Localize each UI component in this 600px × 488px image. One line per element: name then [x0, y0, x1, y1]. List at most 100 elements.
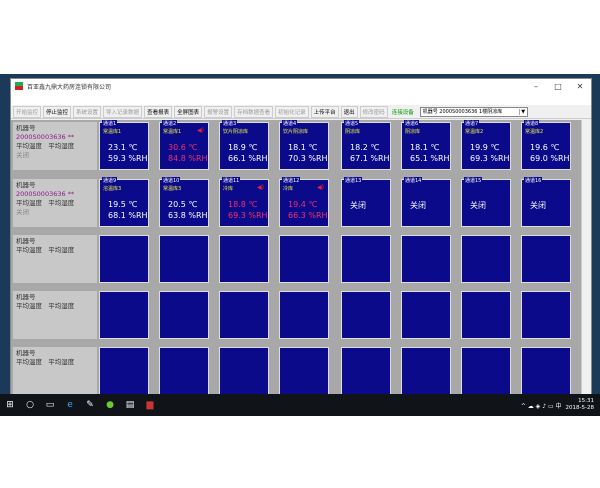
channel-tile[interactable]	[401, 347, 451, 395]
device-info: 机器号 平均温度 平均湿度	[13, 347, 97, 395]
channel-tile[interactable]	[279, 347, 329, 395]
channel-tile[interactable]: 通道15 关闭	[461, 177, 511, 227]
channel-tile[interactable]: 通道16 关闭	[521, 177, 571, 227]
humidity-value: 66.3 %RH	[288, 211, 328, 220]
channel-tile[interactable]	[461, 291, 511, 339]
channel-tile[interactable]	[219, 235, 269, 283]
channel-tile[interactable]	[401, 291, 451, 339]
channel-tile[interactable]	[341, 291, 391, 339]
device-label: 机器号	[16, 124, 36, 132]
channel-label: 通道3	[222, 120, 238, 127]
channel-tile[interactable]	[99, 235, 149, 283]
channel-name: 溶温库3	[103, 186, 122, 192]
channel-tile[interactable]: 通道13 关闭	[341, 177, 391, 227]
channel-label: 通道11	[222, 177, 241, 184]
channel-tile[interactable]	[159, 291, 209, 339]
channel-tile[interactable]: 通道7 常温库2 19.9 ℃ 69.3 %RH	[461, 120, 511, 170]
toolbar-button[interactable]: 停止监控	[43, 105, 72, 118]
device-label: 机器号	[16, 237, 36, 245]
channel-name: 常温库3	[163, 186, 182, 192]
app-logo-icon	[15, 82, 23, 90]
toolbar-button[interactable]: 系统设置	[73, 105, 102, 118]
channel-tile[interactable]	[341, 235, 391, 283]
device-label: 机器号	[16, 293, 36, 301]
channel-tile[interactable]	[401, 235, 451, 283]
channel-tile[interactable]: 通道8 常温库2 19.6 ℃ 69.0 %RH	[521, 120, 571, 170]
channel-tile[interactable]	[219, 291, 269, 339]
alarm-speaker-icon: ◀)	[317, 184, 324, 191]
channel-tile[interactable]	[461, 347, 511, 395]
toolbar-button[interactable]: 退出	[340, 105, 358, 118]
channel-tile[interactable]	[521, 347, 571, 395]
channel-tile[interactable]	[219, 347, 269, 395]
channel-tile[interactable]: 通道4 饮片阴凉库 18.1 ℃ 70.3 %RH	[279, 120, 329, 170]
averages: 平均温度 平均湿度	[16, 142, 75, 150]
clock[interactable]: 15:31 2018-5-28	[565, 398, 594, 411]
channel-tile[interactable]	[99, 291, 149, 339]
device-row: 机器号 平均温度 平均湿度	[11, 289, 583, 341]
toolbar-button[interactable]: 报警设置	[204, 105, 233, 118]
channel-tile[interactable]	[99, 347, 149, 395]
monitor-app-icon[interactable]: ▆	[146, 400, 154, 410]
channel-tile[interactable]	[159, 347, 209, 395]
maximize-button[interactable]: □	[554, 81, 562, 91]
device-label: 机器号	[16, 349, 36, 357]
channel-tile[interactable]: 通道1 常温库1 23.1 ℃ 59.3 %RH	[99, 120, 149, 170]
channel-tile[interactable]: 通道12 冷库 ◀) 19.4 ℃ 66.3 %RH	[279, 177, 329, 227]
toolbar-button[interactable]: 修改密码	[359, 105, 388, 118]
close-button[interactable]: ✕	[576, 81, 584, 91]
toolbar-button[interactable]: 查看报表	[144, 105, 173, 118]
edge-icon[interactable]: e	[67, 400, 73, 410]
app-green-icon[interactable]: ●	[106, 400, 114, 410]
toolbar-button[interactable]: 存档数据查看	[234, 105, 274, 118]
device-select[interactable]: 机器号 2000S0003636 1楼阴凉库 ▼	[419, 106, 528, 117]
temperature-value: 19.4 ℃	[288, 200, 318, 209]
channel-tile[interactable]	[521, 235, 571, 283]
channel-tile[interactable]: 通道6 阴凉库 18.1 ℃ 65.1 %RH	[401, 120, 451, 170]
channel-tile[interactable]	[279, 291, 329, 339]
start-icon[interactable]: ⊞	[6, 400, 14, 410]
channel-name: 常温库1	[103, 129, 122, 135]
tray-icons[interactable]: ^ ☁ ◈ ♪ ▭ 中	[520, 402, 562, 410]
system-tray: ^ ☁ ◈ ♪ ▭ 中 15:31 2018-5-28	[521, 398, 600, 412]
task-view-icon[interactable]: ▭	[45, 400, 55, 410]
channel-name: 常温库1	[163, 129, 182, 135]
paint-icon[interactable]: ✎	[86, 400, 94, 410]
menu-bar	[11, 93, 591, 105]
channel-tile[interactable]	[279, 235, 329, 283]
channel-name: 阴凉库	[405, 129, 421, 135]
channel-tile[interactable]: 通道3 饮片阴凉库 18.9 ℃ 66.1 %RH	[219, 120, 269, 170]
channel-closed: 关闭	[530, 201, 546, 210]
channel-tile[interactable]: 通道5 阴凉库 18.2 ℃ 67.1 %RH	[341, 120, 391, 170]
title-bar: 百亚鑫九鼎大药房连锁有限公司 – □ ✕	[11, 79, 591, 93]
averages: 平均温度 平均湿度	[16, 199, 75, 207]
averages: 平均温度 平均湿度	[16, 246, 75, 254]
device-label: 机器号	[16, 181, 36, 189]
notepad-icon[interactable]: ▤	[125, 400, 135, 410]
channel-tile[interactable]	[159, 235, 209, 283]
vertical-scrollbar[interactable]	[581, 120, 591, 395]
channel-name: 阴凉库	[345, 129, 361, 135]
channel-name: 冷库	[283, 186, 294, 192]
toolbar-button[interactable]: 全屏图表	[174, 105, 203, 118]
channel-tile[interactable]: 通道11 冷库 ◀) 18.8 ℃ 69.3 %RH	[219, 177, 269, 227]
search-icon[interactable]: ○	[26, 400, 34, 410]
channel-tile[interactable]	[461, 235, 511, 283]
channel-tile[interactable]: 通道10 常温库3 20.5 ℃ 63.8 %RH	[159, 177, 209, 227]
channel-label: 通道16	[524, 177, 543, 184]
channel-tile[interactable]: 通道9 溶温库3 19.5 ℃ 68.1 %RH	[99, 177, 149, 227]
connection-status: 连接设备	[391, 109, 414, 116]
toolbar-button[interactable]: 开始监控	[13, 105, 42, 118]
channel-tile[interactable]: 通道14 关闭	[401, 177, 451, 227]
channel-tile[interactable]	[521, 291, 571, 339]
window-title: 百亚鑫九鼎大药房连锁有限公司	[27, 83, 112, 91]
toolbar-button[interactable]: 上传平台	[310, 105, 339, 118]
humidity-value: 69.3 %RH	[470, 154, 510, 163]
channel-label: 通道12	[282, 177, 301, 184]
chevron-down-icon[interactable]: ▼	[518, 108, 527, 115]
minimize-button[interactable]: –	[534, 81, 538, 91]
channel-tile[interactable]: 通道2 常温库1 ◀) 30.6 ℃ 84.8 %RH	[159, 120, 209, 170]
toolbar-button[interactable]: 初始化记录	[275, 105, 309, 118]
channel-tile[interactable]	[341, 347, 391, 395]
toolbar-button[interactable]: 导入记录数据	[103, 105, 143, 118]
